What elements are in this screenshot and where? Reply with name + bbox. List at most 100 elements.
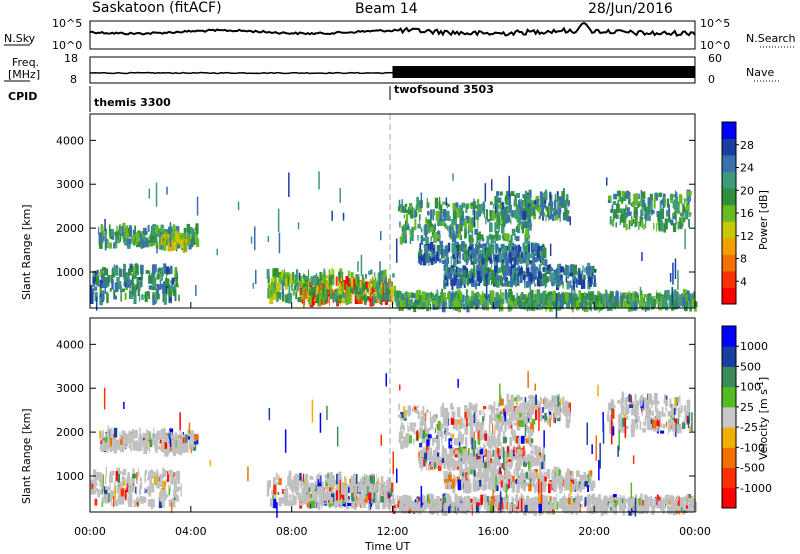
- echo-cell: [673, 289, 677, 300]
- echo-cell: [500, 292, 505, 298]
- echo-cell: [477, 460, 479, 465]
- echo-cell: [650, 209, 655, 214]
- echo-cell: [533, 276, 535, 284]
- echo-cell: [439, 212, 443, 222]
- echo-cell: [667, 295, 669, 301]
- echo-cell: [376, 480, 378, 487]
- echo-cell: [616, 203, 620, 213]
- echo-cell: [477, 459, 481, 469]
- echo-cell: [627, 302, 631, 312]
- echo-cell: [469, 235, 473, 245]
- echo-cell: [136, 232, 140, 242]
- echo-cell: [295, 490, 298, 496]
- echo-cell: [573, 296, 576, 301]
- echo-streak: [250, 236, 253, 244]
- echo-cell: [573, 297, 576, 307]
- echo-cell: [496, 276, 500, 287]
- echo-cell: [518, 255, 521, 260]
- echo-cell: [325, 480, 329, 487]
- echo-cell: [453, 275, 458, 281]
- echo-cell: [435, 251, 439, 261]
- echo-cell: [381, 488, 385, 497]
- echo-cell: [550, 201, 554, 212]
- echo-cell: [495, 426, 499, 431]
- echo-cell: [451, 267, 454, 272]
- echo-cell: [178, 438, 183, 443]
- echo-cell: [664, 218, 668, 230]
- echo-cell: [488, 481, 491, 490]
- echo-cell: [683, 301, 688, 312]
- echo-cell: [161, 496, 165, 506]
- echo-cell: [156, 430, 161, 440]
- echo-cell: [540, 200, 543, 210]
- echo-cell: [177, 234, 180, 244]
- echo-cell: [271, 290, 273, 295]
- echo-cell: [499, 212, 502, 216]
- echo-cell: [121, 226, 124, 236]
- echo-cell: [148, 488, 151, 496]
- echo-cell: [609, 216, 612, 220]
- echo-cell: [363, 498, 367, 503]
- echo-cell: [428, 452, 433, 460]
- echo-cell: [396, 298, 399, 307]
- echo-cell: [383, 276, 385, 284]
- echo-cell: [148, 285, 153, 290]
- echo-cell: [355, 276, 357, 286]
- echo-cell: [401, 199, 404, 210]
- echo-cell: [457, 419, 461, 425]
- echo-cell: [455, 202, 459, 210]
- echo-cell: [113, 264, 116, 273]
- echo-cell: [170, 469, 172, 480]
- echo-streak: [380, 231, 382, 241]
- echo-cell: [308, 280, 310, 292]
- echo-cell: [463, 423, 465, 427]
- echo-cell: [382, 274, 384, 280]
- echo-cell: [417, 299, 421, 306]
- echo-cell: [157, 268, 159, 278]
- echo-cell: [490, 469, 494, 476]
- echo-cell: [104, 442, 109, 450]
- echo-cell: [477, 451, 481, 456]
- echo-cell: [514, 454, 518, 461]
- echo-cell: [523, 271, 526, 275]
- echo-cell: [694, 301, 698, 308]
- echo-cell: [151, 239, 154, 247]
- echo-cell: [610, 294, 613, 300]
- echo-cell: [159, 441, 161, 445]
- echo-cell: [363, 483, 368, 494]
- echo-cell: [170, 285, 174, 292]
- echo-cell: [144, 291, 148, 303]
- echo-cell: [496, 448, 500, 458]
- echo-cell: [519, 293, 522, 299]
- echo-cell: [117, 480, 119, 489]
- echo-cell: [479, 234, 484, 240]
- echo-cell: [133, 265, 137, 273]
- echo-cell: [485, 209, 488, 220]
- echo-cell: [588, 292, 593, 302]
- echo-cell: [525, 263, 527, 274]
- echo-cell: [491, 273, 495, 284]
- echo-cell: [579, 474, 583, 483]
- echo-cell: [117, 474, 120, 483]
- echo-cell: [163, 489, 167, 501]
- echo-cell: [103, 437, 107, 448]
- echo-cell: [453, 304, 457, 309]
- echo-cell: [457, 433, 461, 443]
- echo-cell: [147, 499, 152, 507]
- echo-cell: [112, 444, 116, 450]
- echo-cell: [466, 268, 469, 277]
- echo-cell: [488, 404, 493, 410]
- echo-cell: [409, 301, 412, 307]
- echo-cell: [97, 269, 99, 275]
- echo-cell: [662, 197, 665, 209]
- echo-cell: [479, 461, 481, 469]
- echo-cell: [132, 468, 135, 476]
- echo-cell: [407, 405, 412, 415]
- echo-cell: [590, 302, 593, 312]
- echo-cell: [478, 439, 481, 446]
- echo-cell: [278, 478, 282, 485]
- echo-cell: [520, 301, 523, 308]
- echo-cell: [540, 251, 542, 261]
- echo-cell: [544, 267, 548, 276]
- echo-cell: [399, 431, 403, 436]
